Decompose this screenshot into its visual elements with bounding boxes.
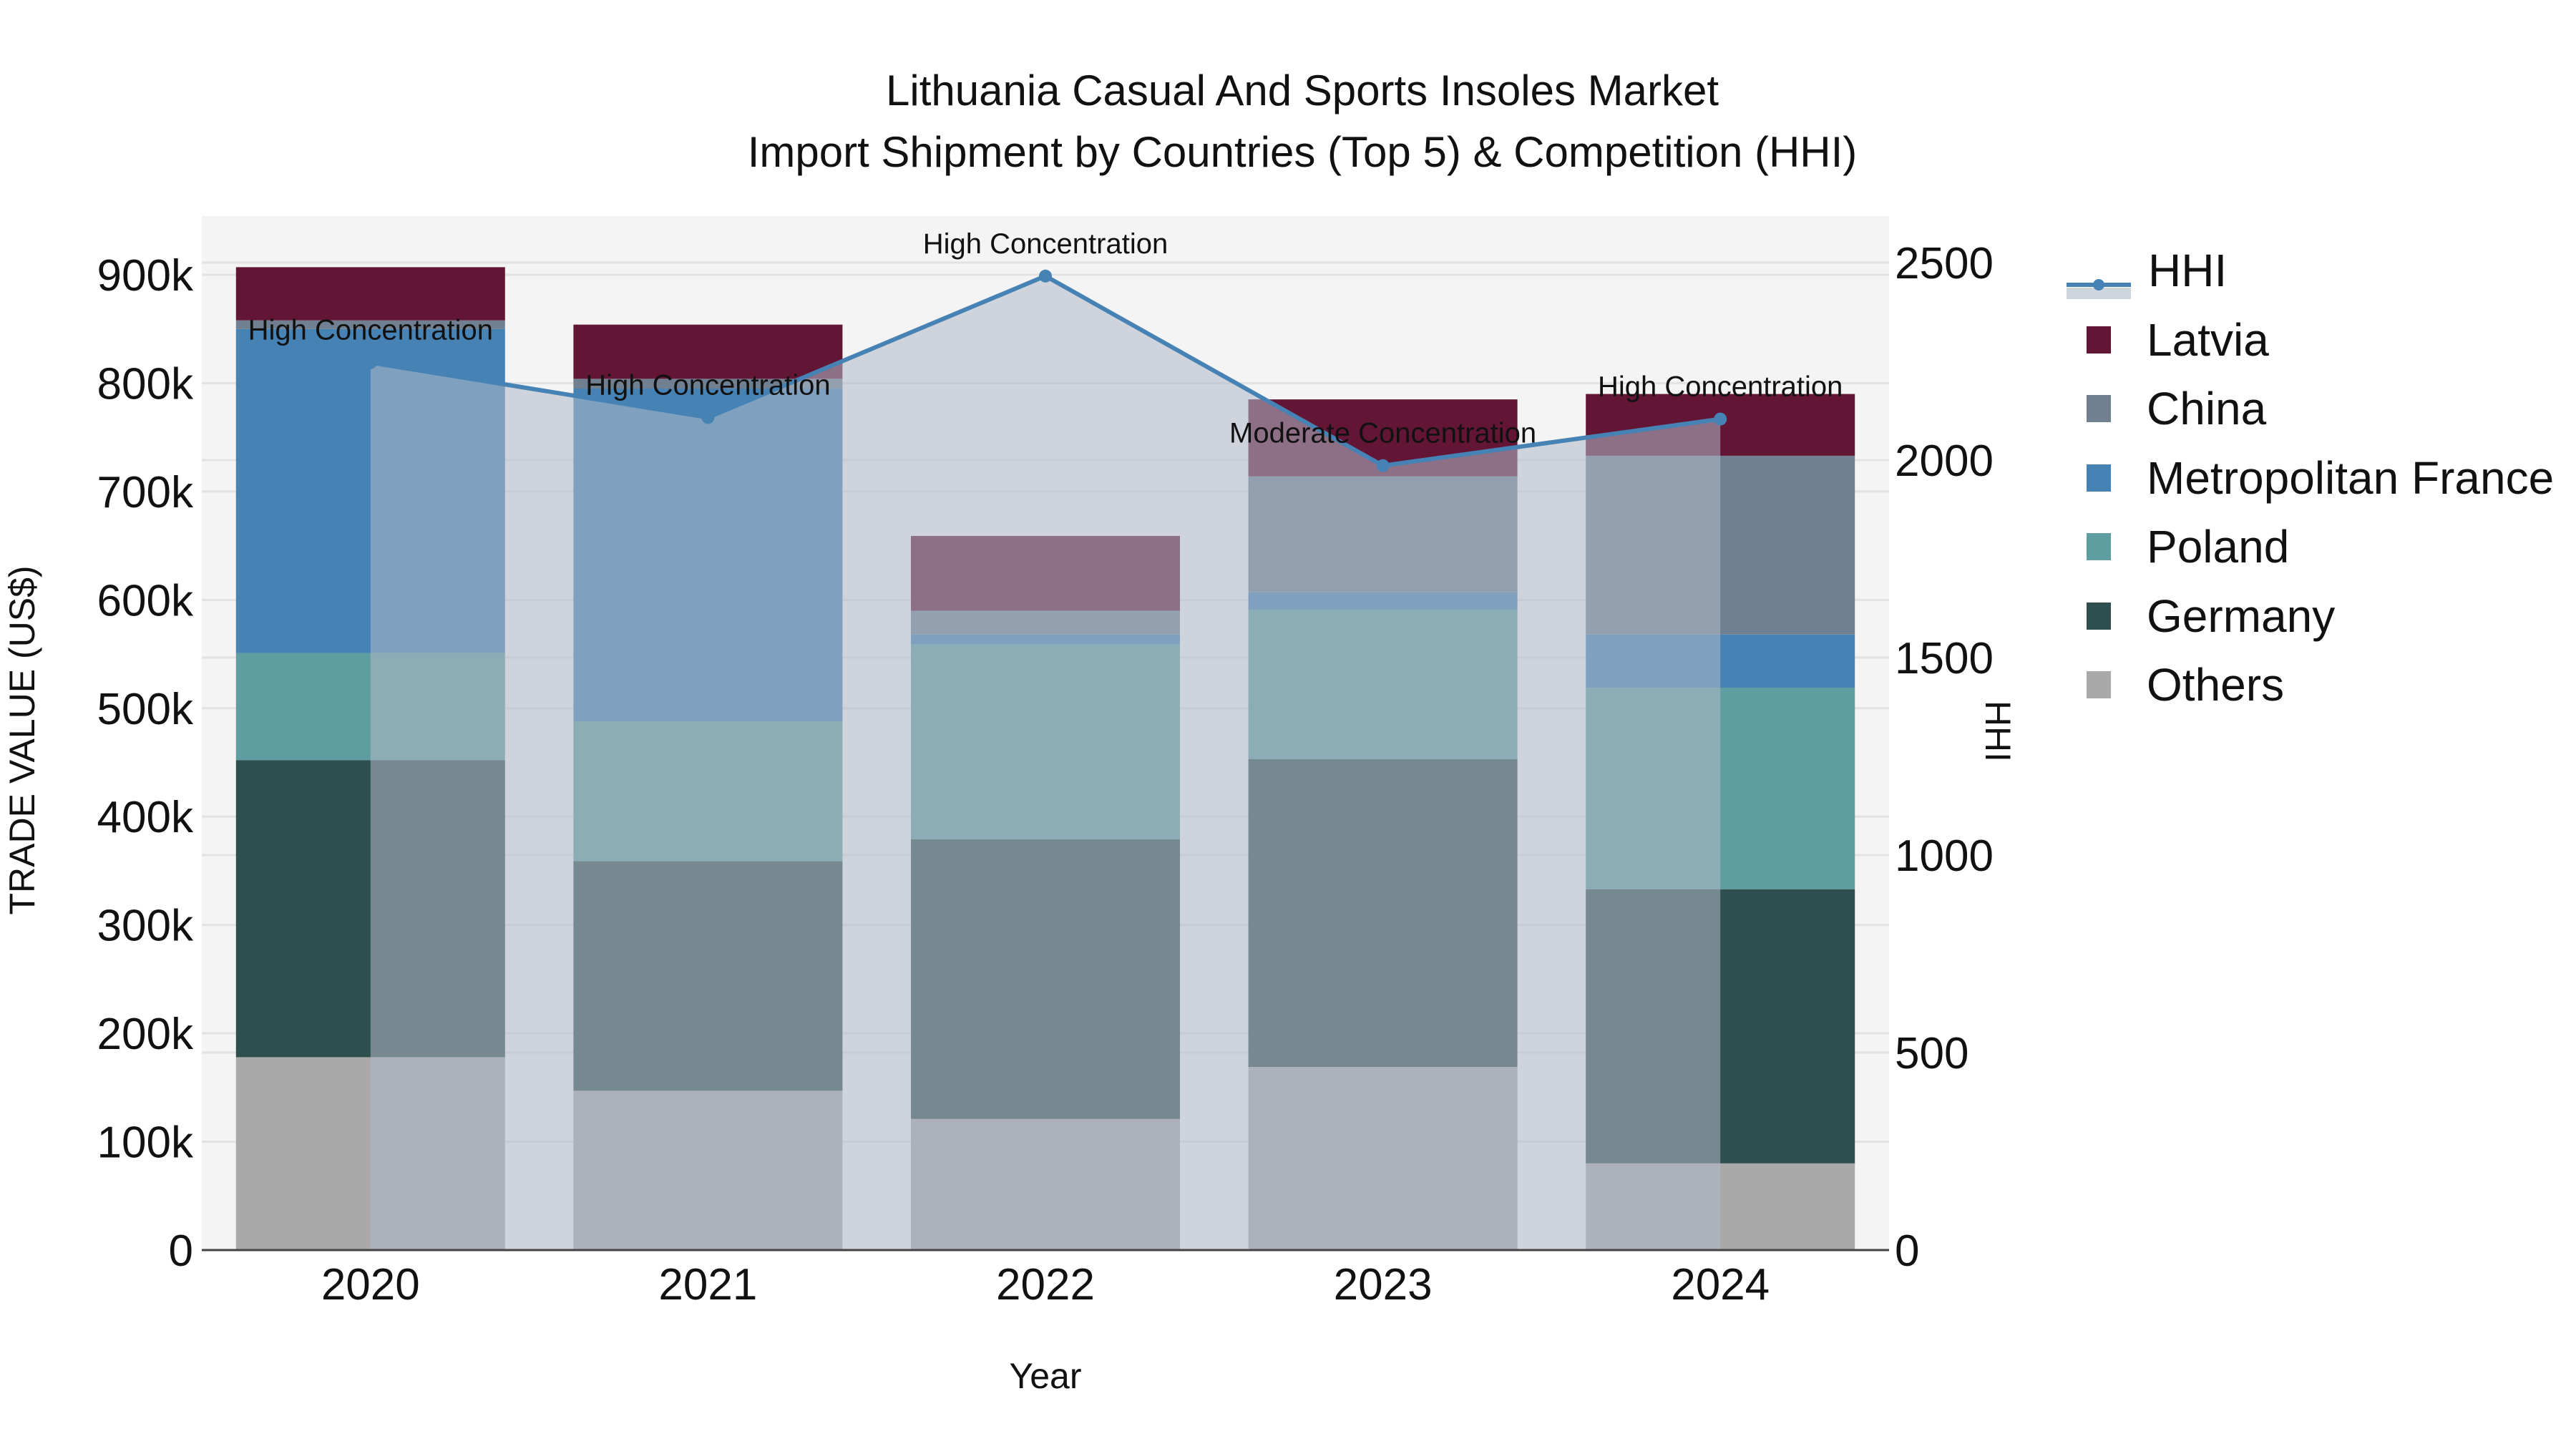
svg-text:1500: 1500	[1895, 634, 1994, 683]
svg-text:500k: 500k	[97, 685, 194, 734]
legend-item-china[interactable]: China	[2067, 374, 2554, 444]
svg-text:300k: 300k	[97, 902, 194, 951]
legend-item-poland[interactable]: Poland	[2067, 512, 2554, 582]
svg-text:2023: 2023	[1334, 1260, 1433, 1309]
svg-text:0: 0	[1895, 1226, 1919, 1276]
legend-label: Latvia	[2147, 313, 2269, 366]
legend-item-metropolitan-france[interactable]: Metropolitan France	[2067, 444, 2554, 513]
legend-label: Metropolitan France	[2147, 452, 2555, 504]
chart-title-line-2: Import Shipment by Countries (Top 5) & C…	[747, 128, 1858, 176]
legend-swatch-icon	[2087, 533, 2111, 561]
svg-text:2500: 2500	[1895, 239, 1994, 288]
svg-text:800k: 800k	[97, 359, 194, 409]
svg-text:2021: 2021	[658, 1260, 757, 1309]
chart-title-line-1: Lithuania Casual And Sports Insoles Mark…	[886, 67, 1719, 114]
legend-swatch-icon	[2087, 326, 2111, 353]
hhi-point-2024[interactable]	[1714, 412, 1727, 426]
legend-label: Poland	[2147, 521, 2290, 573]
legend-label: HHI	[2148, 245, 2228, 297]
svg-text:700k: 700k	[97, 468, 194, 517]
legend-item-others[interactable]: Others	[2067, 650, 2554, 720]
bar-segment-latvia[interactable]	[573, 324, 843, 379]
legend-item-germany[interactable]: Germany	[2067, 582, 2554, 651]
x-ticks: 2020 2021 2022 2023 2024	[321, 1260, 1770, 1309]
legend: HHI Latvia China Metropolitan France Poland G…	[2067, 236, 2554, 720]
y-left-ticks: 0 100k 200k 300k 400k 500k 600k 700k 800k 900k	[97, 251, 194, 1276]
legend-swatch-icon	[2087, 395, 2111, 423]
legend-swatch-icon	[2087, 671, 2111, 699]
hhi-point-2023[interactable]	[1376, 459, 1390, 472]
hhi-annotation-2022: High Concentration	[923, 228, 1168, 260]
y-left-axis-title: TRADE VALUE (US$)	[2, 565, 42, 914]
legend-swatch-icon	[2087, 464, 2111, 492]
bar-segment-china[interactable]	[573, 379, 843, 389]
svg-text:2022: 2022	[996, 1260, 1095, 1309]
svg-text:600k: 600k	[97, 576, 194, 625]
hhi-point-2020[interactable]	[364, 356, 377, 369]
legend-line-marker-icon	[2067, 258, 2131, 300]
hhi-point-2022[interactable]	[1039, 269, 1052, 283]
legend-item-hhi[interactable]: HHI	[2067, 236, 2554, 306]
y-right-axis-title: HHI	[1978, 701, 2018, 762]
hhi-annotation-2021: High Concentration	[585, 369, 830, 401]
hhi-annotation-2023: Moderate Concentration	[1229, 418, 1536, 449]
legend-swatch-icon	[2087, 602, 2111, 630]
y-right-ticks: 0 500 1000 1500 2000 2500	[1895, 239, 1994, 1276]
svg-text:200k: 200k	[97, 1010, 194, 1059]
hhi-point-2021[interactable]	[701, 411, 715, 424]
legend-label: Others	[2147, 659, 2285, 711]
svg-text:0: 0	[169, 1226, 193, 1276]
hhi-annotation-2024: High Concentration	[1598, 371, 1843, 403]
legend-label: Germany	[2147, 590, 2336, 642]
svg-text:100k: 100k	[97, 1118, 194, 1168]
legend-item-latvia[interactable]: Latvia	[2067, 306, 2554, 375]
svg-text:500: 500	[1895, 1029, 1968, 1078]
hhi-annotation-2020: High Concentration	[248, 315, 493, 346]
svg-text:1000: 1000	[1895, 831, 1994, 881]
hhi-area	[370, 275, 1721, 1250]
bar-segment-china[interactable]	[235, 320, 505, 329]
svg-text:2020: 2020	[321, 1260, 420, 1309]
bar-segment-latvia[interactable]	[235, 267, 505, 321]
svg-text:2000: 2000	[1895, 436, 1994, 486]
legend-label: China	[2147, 383, 2267, 435]
svg-text:900k: 900k	[97, 251, 194, 301]
x-axis-title: Year	[1009, 1356, 1081, 1396]
svg-text:2024: 2024	[1671, 1260, 1770, 1309]
svg-text:400k: 400k	[97, 793, 194, 842]
